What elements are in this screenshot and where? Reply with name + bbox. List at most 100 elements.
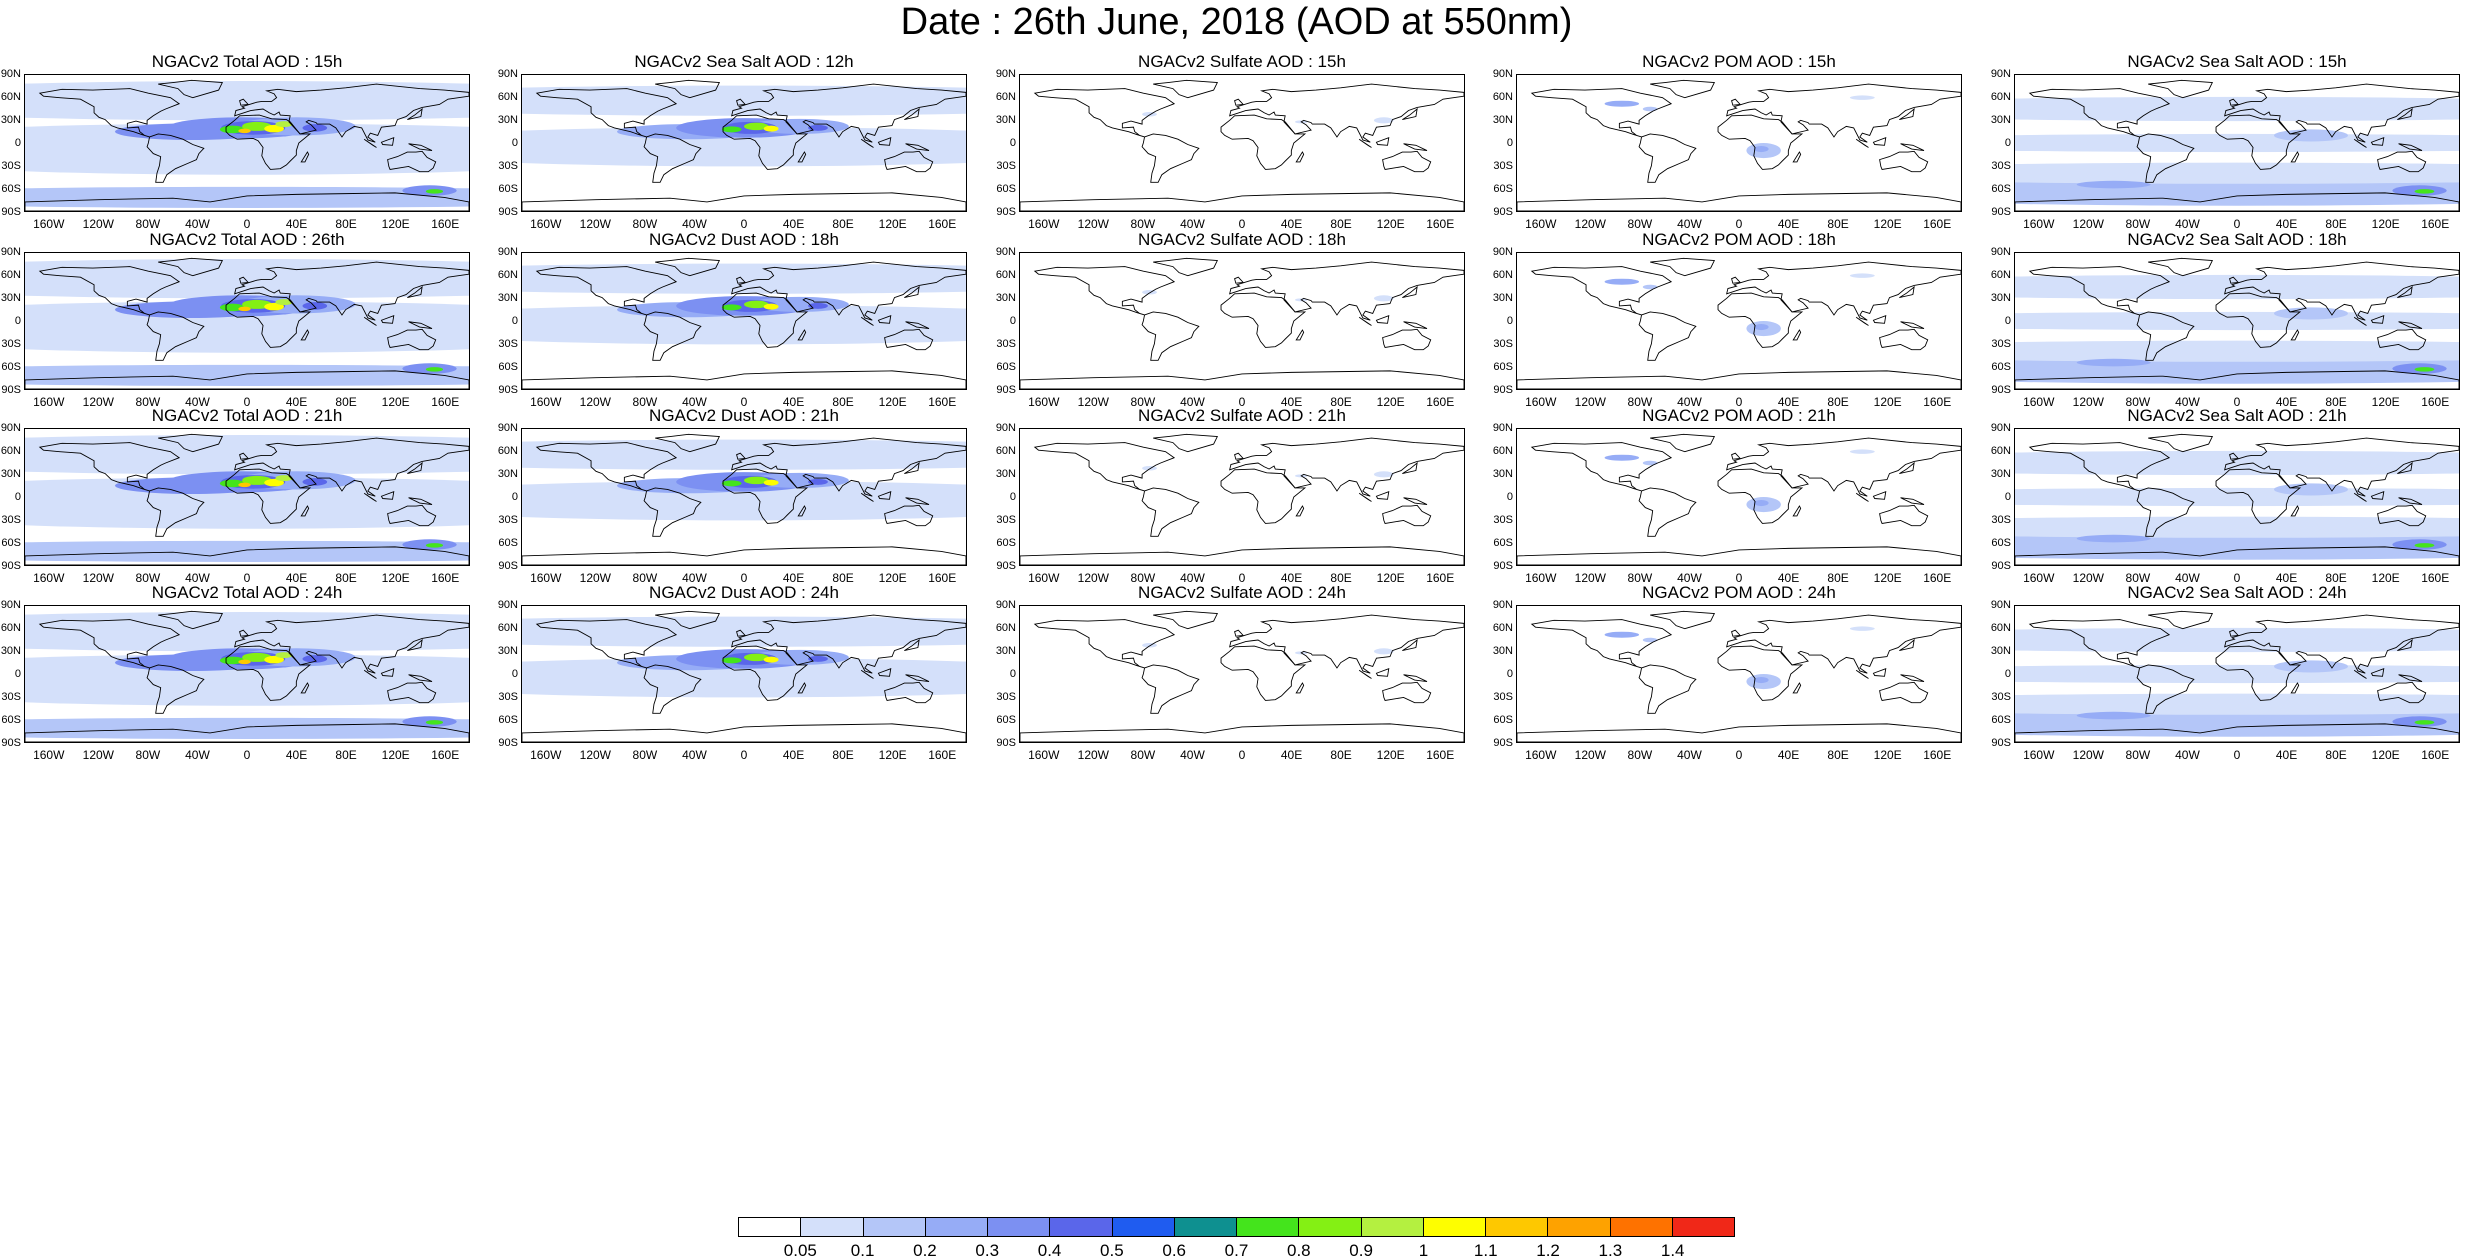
lon-tick-label: 120E xyxy=(381,748,410,762)
coastline xyxy=(1376,316,1388,324)
lat-tick-label: 30S xyxy=(1493,691,1513,703)
coastline xyxy=(1383,329,1431,349)
lon-tick-label: 40W xyxy=(2175,571,2200,585)
panel-title: NGACv2 POM AOD : 18h xyxy=(1642,230,1836,249)
aerosol-field xyxy=(275,121,293,128)
lat-tick-label: 90S xyxy=(1991,737,2011,749)
map-panel: NGACv2 Dust AOD : 21h 90N 60N 30N 0 30S 60S 90S… xyxy=(498,406,967,585)
coastline xyxy=(655,434,719,451)
coastline xyxy=(1901,675,1924,682)
coastline xyxy=(1235,630,1244,636)
aerosol-field xyxy=(808,655,828,662)
lat-tick-label: 60S xyxy=(1991,714,2011,726)
coastline xyxy=(2291,683,2298,693)
lon-tick-label: 80E xyxy=(1827,217,1849,231)
coastline xyxy=(388,682,436,702)
lon-tick-label: 120W xyxy=(2072,571,2104,585)
lon-tick-label: 160E xyxy=(431,748,460,762)
coastline xyxy=(1235,453,1244,459)
coastline xyxy=(2148,80,2212,97)
colorbar-swatch xyxy=(1174,1218,1237,1236)
aerosol-field xyxy=(2015,311,2459,331)
map-panel: NGACv2 Sea Salt AOD : 15h 90N 60N 30N 0 30S 60… xyxy=(1991,52,2460,231)
coastline xyxy=(878,492,890,500)
lat-tick-label: 0 xyxy=(1506,137,1513,149)
aerosol-field xyxy=(522,263,966,294)
lat-tick-label: 90N xyxy=(497,68,518,80)
coastline xyxy=(25,193,469,211)
coastline xyxy=(2371,138,2383,146)
lat-tick-label: 30S xyxy=(498,338,518,350)
lon-tick-label: 0 xyxy=(740,748,748,762)
lon-tick-label: 120W xyxy=(82,395,114,409)
aerosol-field xyxy=(1373,471,1394,478)
aerosol-field xyxy=(2015,96,2459,122)
aerosol-field xyxy=(1753,324,1769,331)
coastline xyxy=(1732,277,1741,283)
coastline xyxy=(1873,138,1885,146)
lon-tick-label: 80W xyxy=(2125,571,2151,585)
aerosol-field xyxy=(721,126,742,133)
aerosol-field xyxy=(2076,180,2151,189)
lon-tick-label: 120W xyxy=(82,571,114,585)
panel-title: NGACv2 POM AOD : 24h xyxy=(1642,583,1836,602)
lat-tick-label: 30N xyxy=(497,292,518,304)
coastline xyxy=(1230,84,1464,142)
lat-tick-label: 90S xyxy=(1,560,21,572)
coastline xyxy=(409,322,432,329)
coastline xyxy=(1230,615,1464,673)
lon-tick-label: 120W xyxy=(1077,217,1109,231)
aerosol-field xyxy=(302,124,328,132)
coastline xyxy=(2371,669,2383,677)
coastline xyxy=(1359,317,1371,325)
aerosol-field xyxy=(25,259,469,299)
coastline xyxy=(1873,316,1885,324)
map-panel: NGACv2 Sea Salt AOD : 24h 90N 60N 30N 0 30S 60… xyxy=(1991,583,2460,762)
coastline xyxy=(25,371,469,389)
lon-tick-label: 80W xyxy=(632,217,658,231)
lat-tick-label: 30N xyxy=(0,645,21,657)
lon-tick-label: 0 xyxy=(1238,217,1246,231)
lon-tick-label: 0 xyxy=(1735,217,1743,231)
lon-tick-label: 80W xyxy=(2125,217,2151,231)
aerosol-field xyxy=(2015,693,2459,715)
lat-tick-label: 30S xyxy=(1,160,21,172)
panel-title: NGACv2 Total AOD : 26th xyxy=(149,230,345,249)
lat-tick-label: 90S xyxy=(996,384,1016,396)
map-panel: NGACv2 Sea Salt AOD : 21h 90N 60N 30N 0 30S 60… xyxy=(1991,406,2460,585)
lat-tick-label: 30N xyxy=(1990,114,2011,126)
lat-tick-label: 30S xyxy=(1493,514,1513,526)
aerosol-field xyxy=(2015,627,2459,653)
aerosol-field xyxy=(2076,534,2151,543)
map-panel: NGACv2 Sulfate AOD : 24h 90N 60N 30N 0 30S 60S… xyxy=(996,583,1465,762)
lat-tick-label: 90N xyxy=(1990,68,2011,80)
coastline xyxy=(235,262,469,320)
coastline xyxy=(2015,371,2459,389)
coastline xyxy=(1901,322,1924,329)
map-canvas xyxy=(25,75,469,211)
aerosol-field xyxy=(522,658,966,698)
lat-tick-label: 90S xyxy=(1,737,21,749)
lat-tick-label: 60N xyxy=(1492,445,1513,457)
lon-tick-label: 120W xyxy=(2072,748,2104,762)
coastline xyxy=(522,193,966,211)
lon-tick-label: 40E xyxy=(2275,395,2298,409)
lon-tick-label: 0 xyxy=(1735,571,1743,585)
panel-title: NGACv2 Sea Salt AOD : 24h xyxy=(2127,583,2347,602)
panel-title: NGACv2 POM AOD : 21h xyxy=(1642,406,1836,425)
aerosol-field xyxy=(1850,626,1875,631)
lon-tick-label: 0 xyxy=(740,571,748,585)
coastline xyxy=(644,134,701,182)
coastline xyxy=(2137,488,2194,536)
lon-tick-label: 120E xyxy=(381,217,410,231)
lon-tick-label: 160E xyxy=(1426,217,1455,231)
lat-tick-label: 30S xyxy=(1,338,21,350)
colorbar-swatch xyxy=(1672,1218,1734,1236)
coastline xyxy=(1650,611,1714,628)
coastline xyxy=(1296,683,1303,693)
map-canvas xyxy=(522,253,966,389)
lon-tick-label: 40W xyxy=(1677,217,1702,231)
lon-tick-label: 40E xyxy=(1777,748,1800,762)
coastline xyxy=(25,724,469,742)
lon-tick-label: 40E xyxy=(285,395,308,409)
